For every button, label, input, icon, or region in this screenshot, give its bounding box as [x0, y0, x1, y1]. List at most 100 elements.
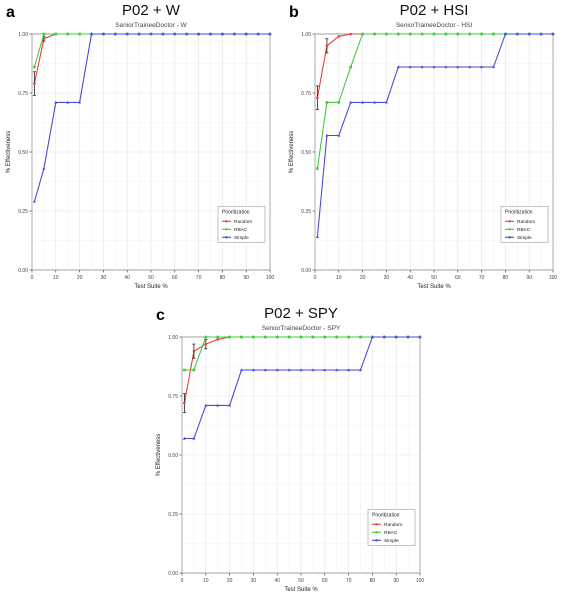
- legend-label: Random: [517, 219, 535, 225]
- legend-marker: [225, 236, 228, 239]
- legend-box: [500, 205, 549, 243]
- data-point: [173, 32, 177, 36]
- x-tick-label: 80: [370, 578, 376, 584]
- data-point: [406, 335, 410, 339]
- data-point: [468, 32, 471, 36]
- data-point: [325, 133, 329, 137]
- legend-marker: [375, 523, 378, 526]
- data-point: [325, 101, 329, 104]
- data-point: [78, 100, 82, 104]
- x-tick-label: 20: [360, 275, 366, 281]
- y-tick-label: 0.00: [18, 268, 28, 274]
- data-point: [299, 368, 303, 372]
- x-tick-label: 0: [31, 275, 34, 281]
- x-tick-label: 20: [77, 275, 83, 281]
- data-point: [220, 32, 224, 36]
- data-point: [33, 82, 36, 85]
- panel-letter: b: [289, 4, 299, 21]
- data-point: [316, 96, 319, 100]
- data-point: [480, 32, 483, 36]
- data-point: [539, 32, 543, 36]
- data-point: [125, 32, 129, 36]
- x-tick-label: 70: [196, 275, 202, 281]
- x-axis-label: Test Suite %: [134, 284, 168, 290]
- x-tick-label: 40: [124, 275, 130, 281]
- data-point: [444, 65, 448, 69]
- data-point: [216, 403, 220, 407]
- y-axis-label: % Effectiveness: [6, 131, 12, 174]
- x-tick-label: 30: [101, 275, 107, 281]
- data-point: [192, 436, 196, 440]
- x-tick-label: 10: [53, 275, 59, 281]
- data-point: [418, 335, 422, 339]
- legend-label: Simple: [517, 235, 532, 241]
- chart-subtitle: SeniorTraineeDoctor - W: [115, 22, 188, 29]
- data-point: [264, 335, 267, 339]
- series-simple: [32, 32, 272, 203]
- x-tick-label: 100: [416, 578, 425, 584]
- y-tick-label: 0.50: [301, 150, 311, 156]
- data-point: [251, 368, 255, 372]
- chart-title: P02 + HSI: [400, 2, 469, 19]
- legend-box: [217, 205, 266, 243]
- data-point: [268, 32, 272, 36]
- x-tick-label: 100: [549, 275, 558, 281]
- chart-subtitle: SeniorTraineeDoctor - SPY: [262, 325, 341, 332]
- y-tick-label: 0.25: [301, 209, 311, 215]
- chart-panel-a: a P02 + W SeniorTraineeDoctor - W 0 10 20 30 40…: [0, 0, 283, 300]
- x-tick-label: 30: [251, 578, 257, 584]
- x-tick-label: 50: [431, 275, 437, 281]
- data-point: [240, 368, 243, 372]
- data-point: [370, 335, 374, 339]
- data-point: [204, 342, 208, 346]
- x-tick-label: 0: [181, 578, 184, 584]
- y-tick-label: 1.00: [168, 335, 178, 341]
- legend-label: Simple: [384, 538, 399, 544]
- data-point: [161, 32, 165, 36]
- data-point: [361, 100, 365, 104]
- data-point: [149, 32, 153, 36]
- y-tick-label: 0.25: [18, 209, 28, 215]
- data-point: [275, 368, 279, 372]
- data-point: [323, 368, 327, 372]
- x-tick-label: 90: [526, 275, 532, 281]
- legend-label: Simple: [234, 235, 249, 241]
- series-simple: [315, 32, 555, 239]
- data-point: [90, 32, 93, 36]
- data-point: [78, 32, 81, 36]
- data-point: [420, 32, 424, 36]
- data-point: [192, 349, 196, 353]
- legend-marker: [508, 228, 511, 231]
- y-tick-label: 0.50: [18, 150, 28, 156]
- data-point: [323, 335, 327, 339]
- data-point: [527, 32, 531, 36]
- data-point: [232, 32, 236, 36]
- data-point: [337, 133, 341, 137]
- data-point: [137, 32, 141, 36]
- x-tick-label: 60: [322, 578, 328, 584]
- data-point: [359, 335, 362, 339]
- data-point: [335, 368, 339, 372]
- legend-label: RBAC: [517, 227, 531, 233]
- x-tick-label: 60: [172, 275, 178, 281]
- x-tick-label: 90: [243, 275, 249, 281]
- data-point: [33, 65, 36, 69]
- x-tick-label: 0: [314, 275, 317, 281]
- data-point: [432, 65, 436, 69]
- data-point: [337, 35, 341, 38]
- legend-title: Prioritization: [505, 209, 533, 215]
- y-tick-label: 0.50: [168, 453, 178, 459]
- chart-title: P02 + W: [122, 2, 181, 19]
- data-point: [204, 403, 208, 407]
- data-point: [337, 101, 341, 104]
- data-point: [113, 32, 117, 36]
- x-tick-label: 80: [503, 275, 509, 281]
- legend-title: Prioritization: [372, 512, 400, 518]
- data-point: [244, 32, 248, 36]
- legend: Prioritization Random RBAC Simple: [500, 205, 549, 243]
- y-tick-label: 0.25: [168, 512, 178, 518]
- data-point: [373, 100, 376, 104]
- data-point: [551, 32, 555, 36]
- legend-box: [367, 508, 416, 546]
- legend-marker: [508, 220, 511, 223]
